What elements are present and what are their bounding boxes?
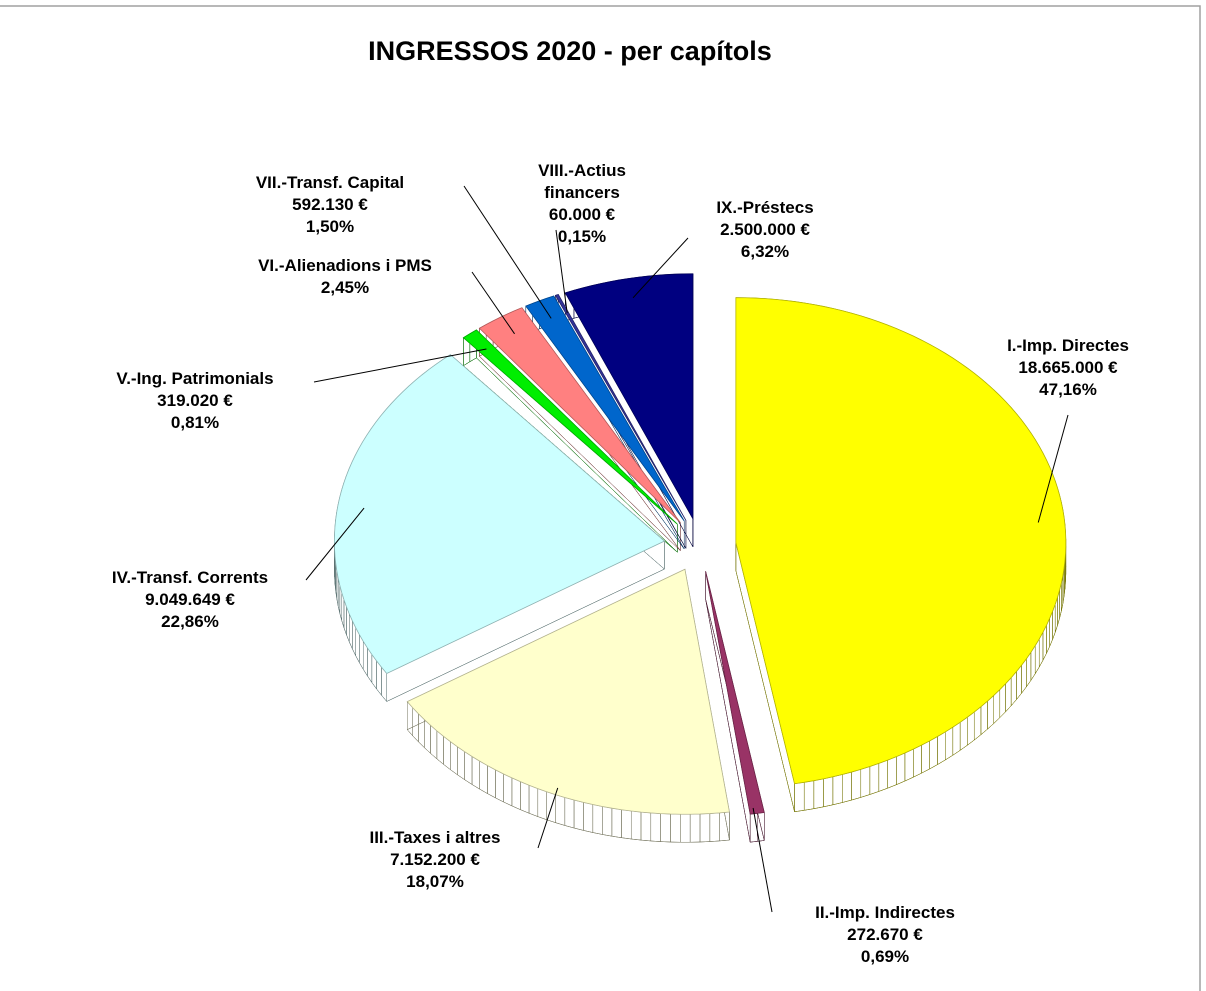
leader-line (313, 348, 487, 383)
slice (705, 571, 765, 815)
data-label: II.-Imp. Indirectes 272.670 € 0,69% (755, 902, 1015, 968)
label-category: VII.-Transf. Capital (255, 173, 405, 192)
leader-line (471, 271, 515, 335)
label-amount: 9.049.649 € (145, 590, 235, 609)
leader-line (632, 237, 689, 299)
slice (735, 297, 1067, 785)
leader-line (537, 787, 559, 849)
leader-line (555, 229, 568, 314)
label-category: IX.-Préstecs (716, 198, 814, 217)
slice (462, 329, 678, 525)
data-label: I.-Imp. Directes 18.665.000 € 47,16% (938, 335, 1198, 401)
label-percent: 1,50% (305, 217, 355, 236)
slice (554, 293, 687, 521)
label-amount: 592.130 € (292, 195, 368, 214)
label-percent: 0,15% (557, 227, 607, 246)
leader-line (463, 185, 552, 319)
data-label: VIII.-Actius financers 60.000 € 0,15% (520, 160, 645, 248)
slice (406, 568, 730, 815)
slice (564, 273, 694, 521)
label-amount: 319.020 € (157, 391, 233, 410)
label-category: VI.-Alienadions i PMS (258, 256, 432, 275)
label-percent: 0,69% (860, 947, 910, 966)
label-percent: 22,86% (161, 612, 219, 631)
data-label: IX.-Préstecs 2.500.000 € 6,32% (635, 197, 895, 263)
data-label: VII.-Transf. Capital 592.130 € 1,50% (200, 172, 460, 238)
label-percent: 2,45% (320, 278, 370, 297)
slice (478, 307, 681, 523)
data-label: III.-Taxes i altres 7.152.200 € 18,07% (305, 827, 565, 893)
label-percent: 47,16% (1039, 380, 1097, 399)
leader-line (1037, 414, 1069, 523)
label-amount: 2.500.000 € (720, 220, 810, 239)
data-label: IV.-Transf. Corrents 9.049.649 € 22,86% (60, 567, 320, 633)
label-category: V.-Ing. Patrimonials (116, 369, 274, 388)
label-amount: 272.670 € (847, 925, 923, 944)
label-amount: 18.665.000 € (1018, 358, 1118, 377)
label-amount: 60.000 € (548, 205, 616, 224)
label-category: II.-Imp. Indirectes (815, 903, 955, 922)
label-category: VIII.-Actius financers (538, 161, 626, 202)
label-amount: 7.152.200 € (390, 850, 480, 869)
label-percent: 6,32% (740, 242, 790, 261)
chart-border (0, 5, 1201, 991)
data-label: V.-Ing. Patrimonials 319.020 € 0,81% (65, 368, 325, 434)
label-percent: 18,07% (406, 872, 464, 891)
leader-line (752, 807, 773, 913)
label-category: IV.-Transf. Corrents (111, 568, 269, 587)
leader-line (305, 507, 365, 581)
slice (333, 354, 666, 674)
label-category: III.-Taxes i altres (369, 828, 501, 847)
label-percent: 0,81% (170, 413, 220, 432)
chart-title: INGRESSOS 2020 - per capítols (368, 36, 772, 66)
data-label: VI.-Alienadions i PMS 2,45% (258, 255, 433, 299)
label-category: I.-Imp. Directes (1007, 336, 1129, 355)
